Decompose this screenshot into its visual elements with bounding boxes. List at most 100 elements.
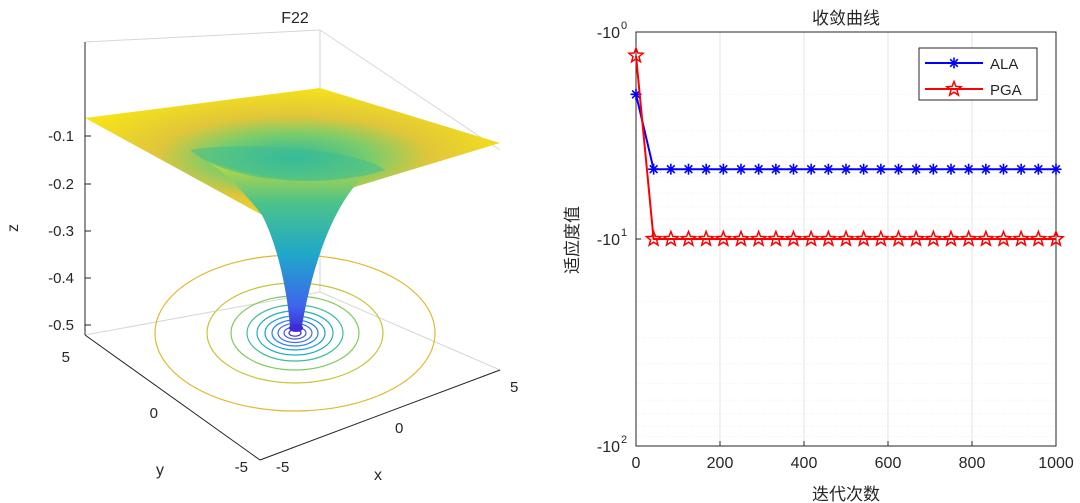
data-point-pga [644,229,663,247]
z-tick-label: -0.5 [48,317,74,334]
data-point-ala [648,163,660,175]
data-point-ala [665,163,677,175]
data-point-pga [941,229,961,247]
data-point-ala [858,163,870,175]
data-point-pga [976,229,995,247]
x-axis-label: x [374,467,382,484]
data-point-pga [714,229,733,247]
y-tick-label: -10 [597,232,620,249]
x-tick-label: 800 [959,455,986,472]
data-point-pga [749,229,768,247]
series-line-ala [635,94,1056,171]
legend-ala-label: ALA [990,56,1018,73]
asterisk-stroke [859,164,869,174]
z-tick-label: -0.1 [48,128,74,145]
data-point-pga [766,229,785,247]
x-tick-label: 0 [395,420,403,437]
z-ticks: -0.1 -0.2 -0.3 -0.4 -0.5 [48,128,91,334]
data-point-ala [998,163,1009,175]
data-point-pga [626,46,646,64]
data-point-ala [980,163,992,175]
series-layer [626,46,1066,247]
z-tick-label: -0.2 [48,176,74,193]
x-tick-label: 1000 [1038,455,1074,472]
data-point-pga [907,229,926,247]
data-point-ala [1015,163,1027,175]
asterisk-stroke [911,164,921,174]
x-ticks: 0 200 400 600 800 1000 [632,441,1074,472]
asterisk-stroke [841,164,851,174]
data-point-ala [683,163,694,175]
data-point-ala [927,163,939,175]
legend-star-marker [944,79,964,97]
data-point-pga [697,229,716,247]
data-point-ala [945,163,957,175]
surface-axes [84,42,501,461]
y-tick-label: 5 [62,349,70,366]
data-point-ala [717,163,729,175]
y-ticks: -10 0-10 1-10 2 [597,20,641,456]
data-point-pga [1012,229,1031,247]
data-point-pga [661,229,680,247]
legend-asterisk-marker [948,57,960,69]
asterisk-stroke [806,164,816,174]
legend-pga-marker [944,79,964,97]
data-point-pga [889,229,908,247]
asterisk-stroke [1016,164,1026,174]
data-point-ala [1032,163,1044,175]
data-point-ala [910,163,922,175]
data-point-pga [836,229,856,247]
asterisk-stroke [1033,164,1043,174]
asterisk-stroke [928,164,938,174]
y-tick-label: -5 [235,459,248,476]
data-point-ala [1050,163,1062,175]
data-point-ala [805,163,817,175]
surface-rim [190,146,385,181]
asterisk-stroke [649,164,659,174]
x-tick-label: -5 [276,459,289,476]
surface-title: F22 [281,10,309,27]
x-tick-label: 200 [707,455,734,472]
data-point-pga [802,229,821,247]
y-axis-label: y [156,462,164,479]
data-point-ala [753,163,765,175]
asterisk-stroke [666,164,676,174]
asterisk-stroke [684,164,693,174]
asterisk-stroke [1051,164,1061,174]
asterisk-stroke [964,164,974,174]
convergence-title: 收敛曲线 [812,9,880,29]
y-tick-exponent: 1 [621,227,627,239]
x-tick-label: 400 [791,455,818,472]
x-axis-title: 迭代次数 [812,485,880,503]
asterisk-stroke [981,164,991,174]
asterisk-stroke [894,164,903,174]
asterisk-stroke [789,164,798,174]
data-point-pga [679,229,698,247]
legend: ALA PGA [918,47,1038,101]
asterisk-stroke [771,164,781,174]
x-tick-label: 5 [510,379,518,396]
asterisk-stroke [999,164,1008,174]
data-point-ala [770,163,782,175]
data-point-pga [924,229,943,247]
data-point-ala [875,163,887,175]
legend-pga-label: PGA [990,82,1022,99]
x-tick-label: 600 [875,455,902,472]
y-axis-title: 适应度值 [563,206,583,274]
data-point-pga [959,229,978,247]
data-point-pga [854,229,873,247]
data-point-ala [893,163,904,175]
surface-minimum [289,324,303,332]
data-point-ala [840,163,852,175]
asterisk-stroke [876,164,886,174]
asterisk-stroke [823,164,833,174]
data-point-ala [788,163,799,175]
data-point-pga [819,229,838,247]
y-tick-label: 0 [150,405,158,422]
y-tick-label: -10 [597,25,620,42]
data-point-ala [963,163,975,175]
surface-plot: F22 -0.1 -0.2 -0.3 -0.4 -0.5 z 5 0 -5 y … [5,10,518,484]
data-point-pga [784,229,803,247]
data-point-pga [1046,229,1066,247]
series-line-pga [635,55,1056,240]
